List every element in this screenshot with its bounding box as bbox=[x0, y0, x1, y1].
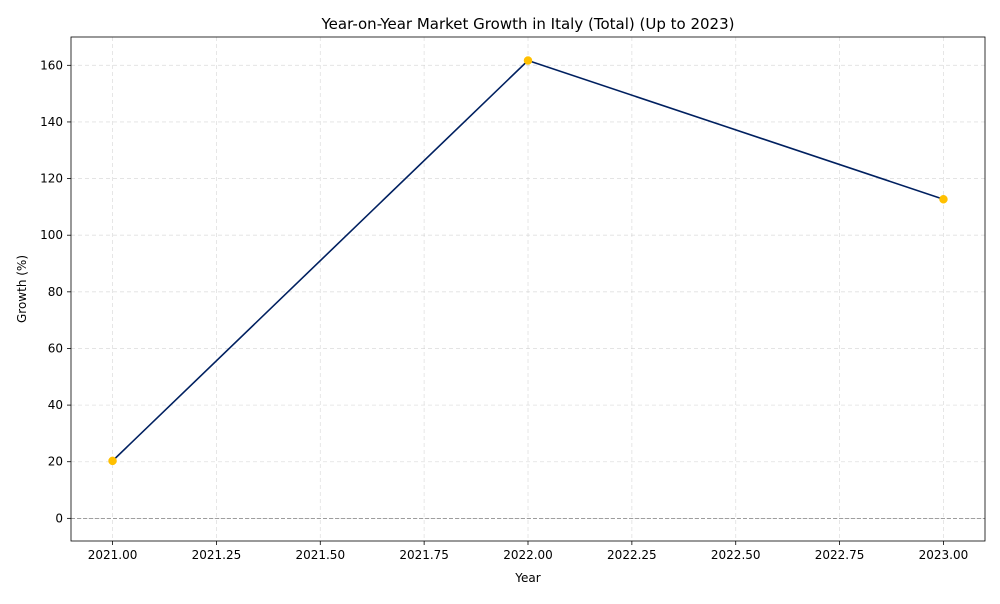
y-tick-label: 60 bbox=[48, 341, 63, 355]
y-tick-label: 140 bbox=[40, 115, 63, 129]
y-tick-label: 160 bbox=[40, 58, 63, 72]
series-layer bbox=[108, 56, 948, 466]
chart-title: Year-on-Year Market Growth in Italy (Tot… bbox=[321, 15, 735, 33]
x-tick-label: 2022.75 bbox=[815, 548, 865, 562]
y-tick-label: 40 bbox=[48, 398, 63, 412]
y-axis-title: Growth (%) bbox=[15, 255, 29, 323]
y-tick-label: 120 bbox=[40, 172, 63, 186]
x-tick-label: 2021.25 bbox=[192, 548, 242, 562]
x-tick-label: 2021.50 bbox=[295, 548, 345, 562]
data-point bbox=[108, 456, 117, 466]
x-tick-label: 2021.00 bbox=[88, 548, 138, 562]
y-tick-label: 20 bbox=[48, 455, 63, 469]
grid bbox=[71, 37, 985, 541]
x-axis-title: Year bbox=[514, 571, 540, 585]
y-axis: 0 20 40 60 80 100 120 140 160 bbox=[40, 58, 71, 525]
y-tick-label: 0 bbox=[55, 511, 63, 525]
y-tick-label: 80 bbox=[48, 285, 63, 299]
x-tick-label: 2022.00 bbox=[503, 548, 553, 562]
x-tick-label: 2022.25 bbox=[607, 548, 657, 562]
series-line bbox=[111, 59, 944, 462]
x-tick-label: 2022.50 bbox=[711, 548, 761, 562]
x-axis: 2021.00 2021.25 2021.50 2021.75 2022.00 2022.… bbox=[88, 541, 969, 562]
data-point bbox=[523, 56, 533, 65]
x-tick-label: 2021.75 bbox=[399, 548, 449, 562]
y-tick-label: 100 bbox=[40, 228, 63, 242]
x-tick-label: 2023.00 bbox=[919, 548, 969, 562]
data-point bbox=[939, 194, 948, 204]
